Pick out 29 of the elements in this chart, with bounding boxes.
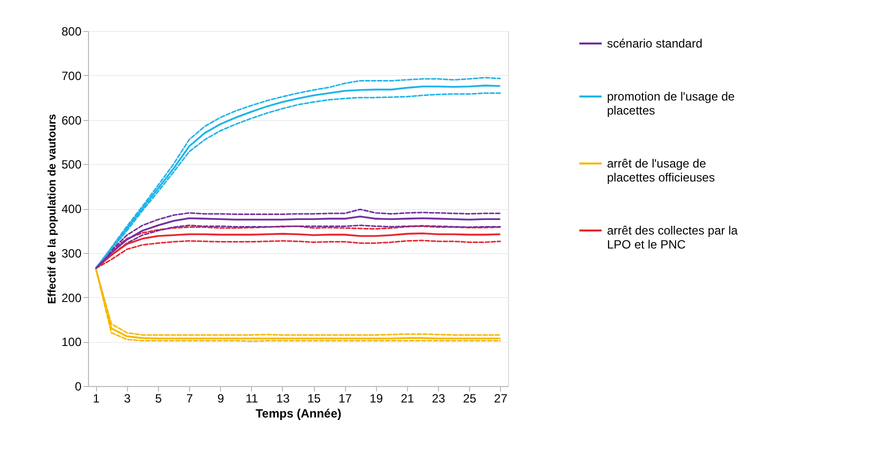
y-tick-label: 300: [61, 246, 82, 260]
y-tick-label: 400: [61, 202, 82, 216]
x-tick-label: 1: [92, 392, 100, 406]
legend-label: promotion de l'usage de placettes: [607, 90, 736, 118]
x-tick-label: 17: [338, 392, 352, 406]
x-tick-label: 19: [370, 392, 384, 406]
x-tick-label: 7: [186, 392, 194, 406]
y-tick-label: 800: [61, 24, 82, 38]
y-tick-label: 500: [61, 158, 82, 172]
x-tick-label: 5: [155, 392, 162, 406]
y-tick-label: 100: [61, 335, 82, 350]
x-tick-label: 13: [276, 392, 290, 406]
x-tick-label: 21: [400, 392, 414, 406]
x-tick-label: 27: [494, 392, 508, 406]
y-tick-label: 0: [74, 380, 82, 394]
y-tick-label: 700: [61, 68, 82, 83]
y-tick-label: 600: [61, 113, 82, 128]
x-tick-label: 11: [246, 392, 258, 406]
legend-label: scénario standard: [607, 36, 702, 50]
legend-label: arrêt des collectes par la LPO et le PNC: [607, 224, 738, 252]
legend-label: arrêt de l'usage de placettes officieuses: [607, 156, 715, 184]
x-tick-label: 25: [462, 392, 477, 406]
x-tick-label: 3: [124, 392, 132, 406]
x-tick-label: 15: [307, 392, 322, 406]
x-axis-title: Temps (Année): [256, 406, 342, 420]
x-tick-label: 9: [217, 392, 224, 406]
x-tick-label: 23: [432, 392, 446, 406]
y-axis-title: Effectif de la population de vautours: [46, 114, 58, 304]
y-tick-label: 200: [61, 290, 82, 305]
